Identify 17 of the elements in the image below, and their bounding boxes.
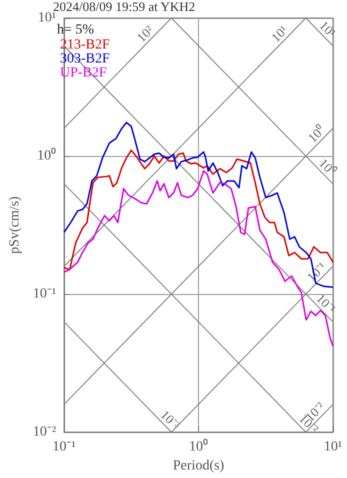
annotation: 10² [134,22,156,45]
y-tick-label: 10⁻² [32,424,56,440]
text: 303-B2F [60,52,110,66]
annotation: 10¹ [268,22,291,45]
y-tick-label: 10⁰ [37,148,56,164]
y-tick-label: 10⁻¹ [32,286,56,302]
x-tick-label: 10⁻¹ [52,440,76,455]
annotation: 10⁰ [304,122,328,146]
x-tick-label: 10¹ [324,440,342,455]
text: 213-B2F [60,38,110,52]
annotation: 10⁻¹ [313,290,339,316]
x-axis-title: Period(s) [172,458,225,474]
x-tick-label: 10⁰ [189,438,208,455]
y-axis-title: pSv(cm/s) [8,196,22,254]
annotation: 10¹ [316,18,340,40]
annotation: 10⁰ [316,155,340,179]
text: UP-B2F [60,66,107,80]
